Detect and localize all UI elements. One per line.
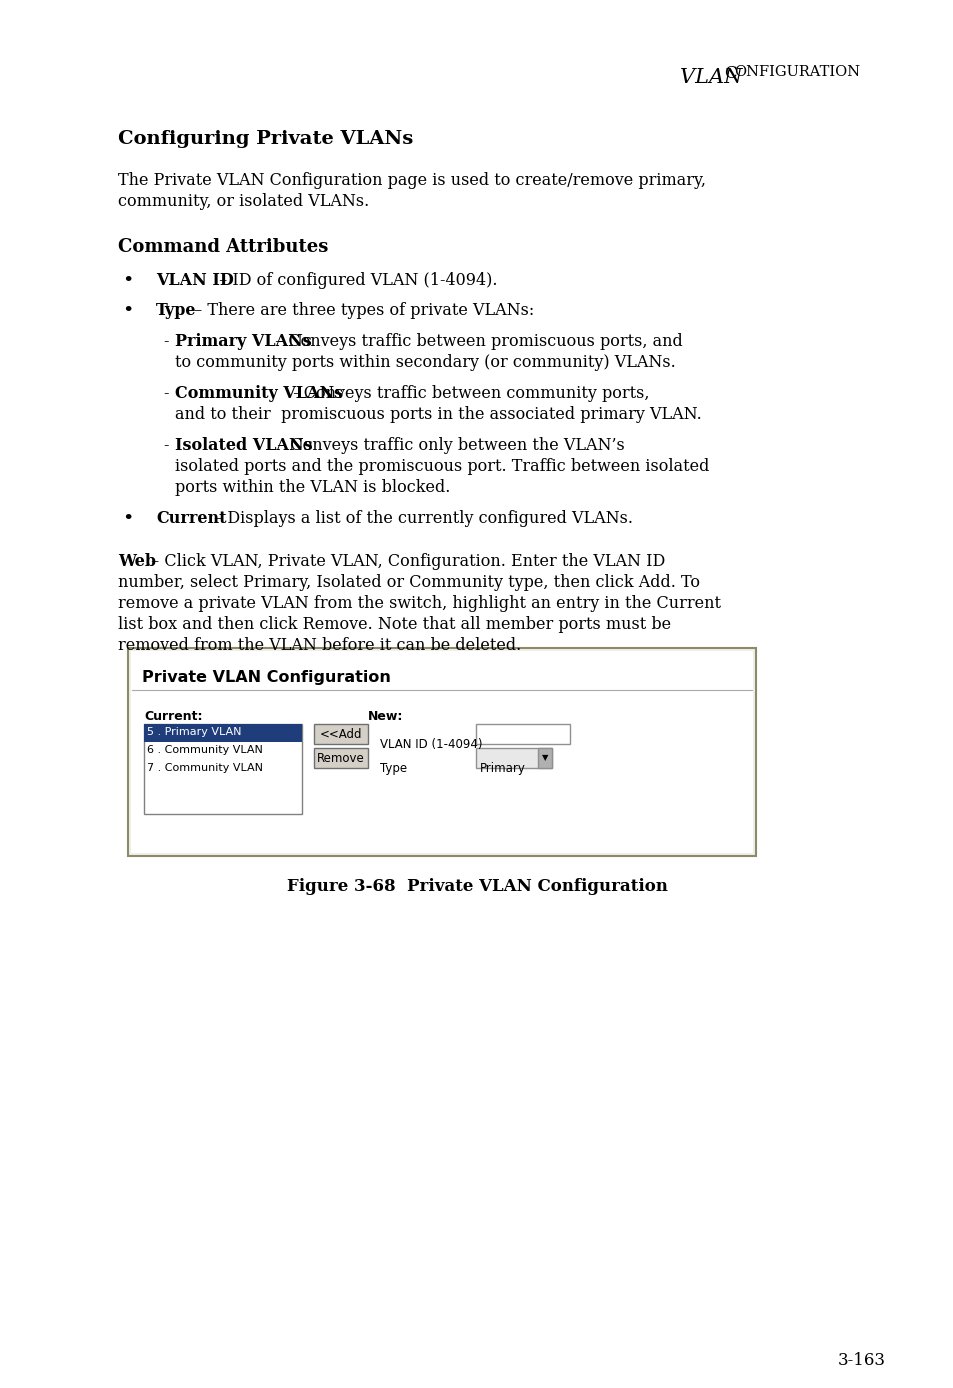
Text: Primary VLANs: Primary VLANs [174, 333, 312, 350]
Text: list box and then click Remove. Note that all member ports must be: list box and then click Remove. Note tha… [118, 616, 670, 633]
Text: 6 . Community VLAN: 6 . Community VLAN [147, 745, 263, 755]
Text: Primary: Primary [479, 762, 525, 775]
Text: -: - [163, 333, 169, 350]
Text: 5 . Primary VLAN: 5 . Primary VLAN [147, 727, 241, 737]
Bar [537, 748, 552, 768]
Text: ▼: ▼ [541, 754, 548, 762]
Bar [144, 725, 302, 813]
Text: The Private VLAN Configuration page is used to create/remove primary,: The Private VLAN Configuration page is u… [118, 172, 705, 189]
Text: Current:: Current: [144, 711, 202, 723]
Text: Community VLANs: Community VLANs [174, 384, 343, 403]
Text: Figure 3-68  Private VLAN Configuration: Figure 3-68 Private VLAN Configuration [286, 879, 667, 895]
Text: 7 . Community VLAN: 7 . Community VLAN [147, 763, 263, 773]
Text: 3-163: 3-163 [837, 1352, 885, 1369]
Text: -: - [163, 384, 169, 403]
Bar [131, 651, 752, 854]
Bar [314, 725, 368, 744]
Text: -: - [163, 437, 169, 454]
Bar [314, 748, 368, 768]
Text: Web: Web [118, 552, 156, 570]
Text: •: • [122, 303, 133, 321]
Text: Command Attributes: Command Attributes [118, 237, 328, 255]
Text: Configuring Private VLANs: Configuring Private VLANs [118, 130, 413, 149]
Text: Current: Current [156, 509, 226, 527]
Text: – Displays a list of the currently configured VLANs.: – Displays a list of the currently confi… [209, 509, 633, 527]
Text: - Conveys traffic between community ports,: - Conveys traffic between community port… [288, 384, 649, 403]
Text: New:: New: [368, 711, 403, 723]
Text: ONFIGURATION: ONFIGURATION [733, 65, 860, 79]
Bar [476, 748, 552, 768]
Text: remove a private VLAN from the switch, highlight an entry in the Current: remove a private VLAN from the switch, h… [118, 595, 720, 612]
Text: VLAN ID: VLAN ID [156, 272, 233, 289]
Bar [476, 725, 569, 744]
Text: – There are three types of private VLANs:: – There are three types of private VLANs… [189, 303, 534, 319]
Text: – ID of configured VLAN (1-4094).: – ID of configured VLAN (1-4094). [213, 272, 497, 289]
Text: – Click VLAN, Private VLAN, Configuration. Enter the VLAN ID: – Click VLAN, Private VLAN, Configuratio… [146, 552, 664, 570]
Text: – Conveys traffic only between the VLAN’s: – Conveys traffic only between the VLAN’… [272, 437, 624, 454]
Text: VLAN ID (1-4094): VLAN ID (1-4094) [379, 738, 482, 751]
Text: to community ports within secondary (or community) VLANs.: to community ports within secondary (or … [174, 354, 675, 371]
Bar [128, 648, 755, 856]
Bar [144, 725, 302, 743]
Text: C: C [723, 65, 736, 82]
Text: <<Add: <<Add [319, 727, 362, 741]
Text: •: • [122, 509, 133, 527]
Text: isolated ports and the promiscuous port. Traffic between isolated: isolated ports and the promiscuous port.… [174, 458, 709, 475]
Text: and to their  promiscuous ports in the associated primary VLAN.: and to their promiscuous ports in the as… [174, 407, 701, 423]
Text: ports within the VLAN is blocked.: ports within the VLAN is blocked. [174, 479, 450, 496]
Text: VLAN: VLAN [679, 68, 748, 87]
Text: number, select Primary, Isolated or Community type, then click Add. To: number, select Primary, Isolated or Comm… [118, 575, 700, 591]
Text: – Conveys traffic between promiscuous ports, and: – Conveys traffic between promiscuous po… [270, 333, 682, 350]
Text: community, or isolated VLANs.: community, or isolated VLANs. [118, 193, 369, 210]
Text: Type: Type [379, 762, 407, 775]
Text: •: • [122, 272, 133, 290]
Text: removed from the VLAN before it can be deleted.: removed from the VLAN before it can be d… [118, 637, 520, 654]
Text: Private VLAN Configuration: Private VLAN Configuration [142, 670, 391, 686]
Text: Type: Type [156, 303, 196, 319]
Text: Isolated VLANs: Isolated VLANs [174, 437, 313, 454]
Text: Remove: Remove [316, 751, 364, 765]
